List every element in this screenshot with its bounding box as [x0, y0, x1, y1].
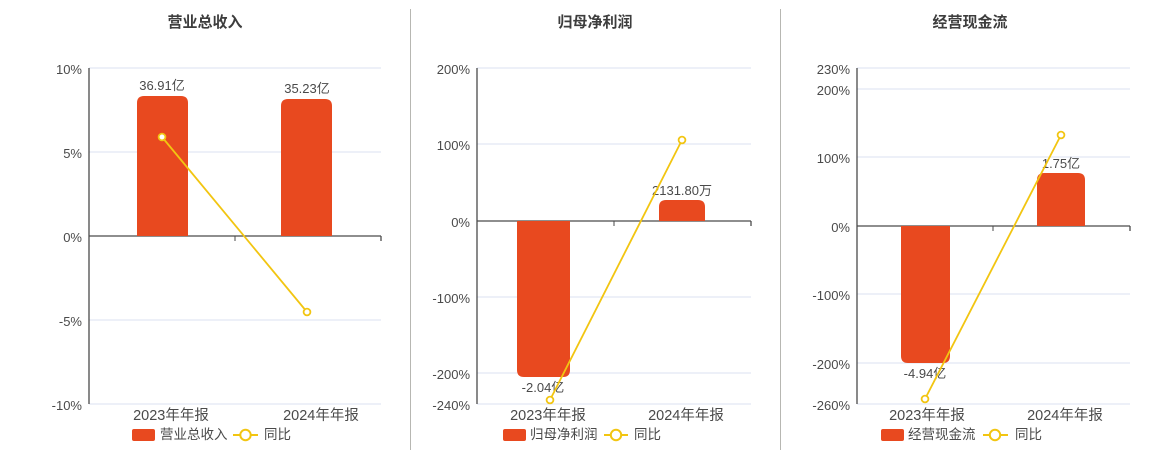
svg-text:230%: 230% — [817, 62, 851, 77]
svg-text:0%: 0% — [831, 220, 850, 235]
svg-text:2024年年报: 2024年年报 — [1027, 407, 1103, 424]
svg-text:-200%: -200% — [812, 357, 850, 372]
svg-text:2023年年报: 2023年年报 — [889, 407, 965, 424]
svg-text:200%: 200% — [817, 83, 851, 98]
svg-text:-100%: -100% — [812, 288, 850, 303]
svg-text:100%: 100% — [817, 151, 851, 166]
svg-text:经营现金流: 经营现金流 — [908, 427, 976, 442]
svg-text:1.75亿: 1.75亿 — [1042, 156, 1080, 171]
svg-text:同比: 同比 — [1015, 427, 1042, 442]
svg-text:-260%: -260% — [812, 398, 850, 413]
